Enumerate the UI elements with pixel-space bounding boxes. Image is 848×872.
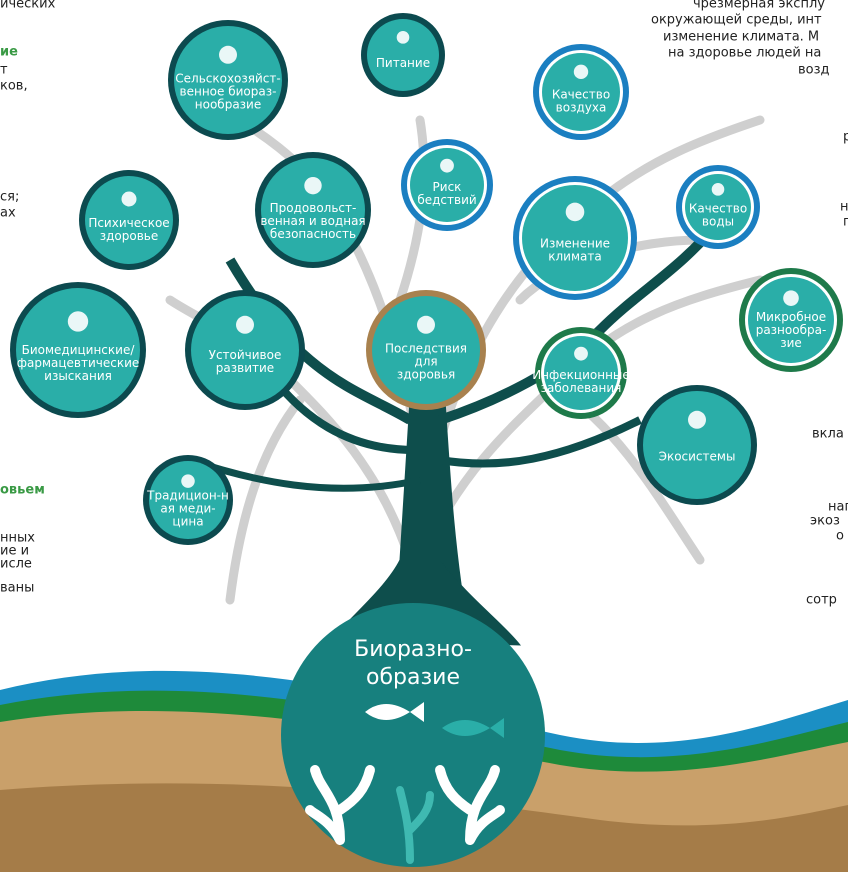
side-text: г: [843, 215, 848, 230]
node-label: Биомедицинские/: [22, 343, 136, 357]
node-label: венная и водная: [260, 214, 365, 228]
node-icon: [304, 177, 321, 194]
node-label: Психическое: [88, 216, 169, 230]
node-icon: [688, 411, 706, 429]
infographic: ическихиетков,ся;аховьемнныхие иислеваны…: [0, 0, 848, 872]
node-icon: [712, 183, 725, 196]
side-text: окружающей среды, инт: [651, 13, 822, 28]
node-icon: [68, 311, 88, 331]
node-label: Продовольст-: [270, 201, 357, 215]
node-label: безопасность: [270, 227, 356, 241]
root-label: образие: [366, 665, 460, 690]
node-icon: [219, 46, 237, 64]
node-label: Риск: [433, 180, 462, 194]
node-label: Изменение: [540, 236, 610, 250]
node-label: воды: [702, 214, 734, 228]
node-label: здоровье: [100, 229, 159, 243]
node-label: цина: [172, 515, 203, 529]
node-label: климата: [548, 249, 601, 263]
side-text: р: [843, 130, 848, 145]
node-label: бедствий: [417, 193, 476, 207]
node-label: нообразие: [195, 98, 261, 112]
node-icon: [122, 192, 137, 207]
node-label: развитие: [216, 361, 274, 375]
node-label: заболевания: [541, 381, 622, 395]
node-icon: [236, 316, 254, 334]
side-text: наг: [828, 500, 848, 515]
side-text: ков,: [0, 79, 28, 94]
node-icon: [783, 290, 799, 306]
node-label: воздуха: [556, 101, 607, 115]
node-label: венное биораз-: [180, 85, 277, 99]
node-icon: [574, 347, 588, 361]
node-label: изыскания: [44, 369, 112, 383]
side-text: ваны: [0, 581, 34, 596]
node-label: Качество: [689, 201, 747, 215]
side-text: вкла: [812, 427, 844, 442]
node-icon: [181, 474, 195, 488]
node-label: здоровья: [397, 368, 455, 382]
side-text: ие: [0, 45, 18, 60]
side-text: сотр: [806, 593, 837, 608]
root-node: Биоразно-образие: [281, 603, 545, 867]
node-label: для: [414, 355, 437, 369]
node-label: Традицион-н: [146, 489, 229, 503]
side-text: ся;: [0, 190, 19, 205]
side-text: ических: [0, 0, 56, 12]
node-icon: [417, 316, 435, 334]
root-label: Биоразно-: [354, 637, 472, 662]
node-icon: [440, 159, 454, 173]
node-label: Качество: [552, 88, 610, 102]
side-text: чрезмерная эксплу: [693, 0, 825, 12]
node-label: фармацевтические: [17, 356, 140, 370]
node-label: Последствия: [385, 342, 467, 356]
topic-node: Экосистемы: [637, 385, 757, 505]
node-label: Питание: [376, 56, 430, 70]
node-label: Устойчивое: [209, 348, 282, 362]
node-icon: [574, 65, 588, 79]
side-text: экоз: [810, 514, 840, 529]
node-label: Сельскохозяйст-: [175, 72, 280, 86]
side-text: н: [840, 200, 848, 215]
node-label: Инфекционные: [532, 368, 630, 382]
side-text: исле: [0, 557, 32, 572]
topic-node: Питание: [361, 13, 445, 97]
side-text: изменение климата. М: [663, 30, 819, 45]
node-label: Экосистемы: [659, 450, 736, 464]
side-text: о: [836, 529, 844, 544]
node-fill: [643, 391, 751, 499]
side-text: т: [0, 63, 8, 78]
side-text: возд: [798, 63, 830, 78]
node-label: ая меди-: [160, 502, 215, 516]
side-text: овьем: [0, 483, 45, 498]
node-icon: [566, 203, 585, 222]
node-label: зие: [780, 336, 802, 350]
node-icon: [397, 31, 410, 44]
topic-node: Сельскохозяйст-венное биораз-нообразие: [168, 20, 288, 140]
topic-node: Традицион-ная меди-цина: [143, 455, 233, 545]
node-label: Микробное: [756, 310, 826, 324]
side-text: на здоровье людей на: [668, 46, 821, 61]
side-text: ах: [0, 206, 16, 221]
node-label: разнообра-: [756, 323, 827, 337]
